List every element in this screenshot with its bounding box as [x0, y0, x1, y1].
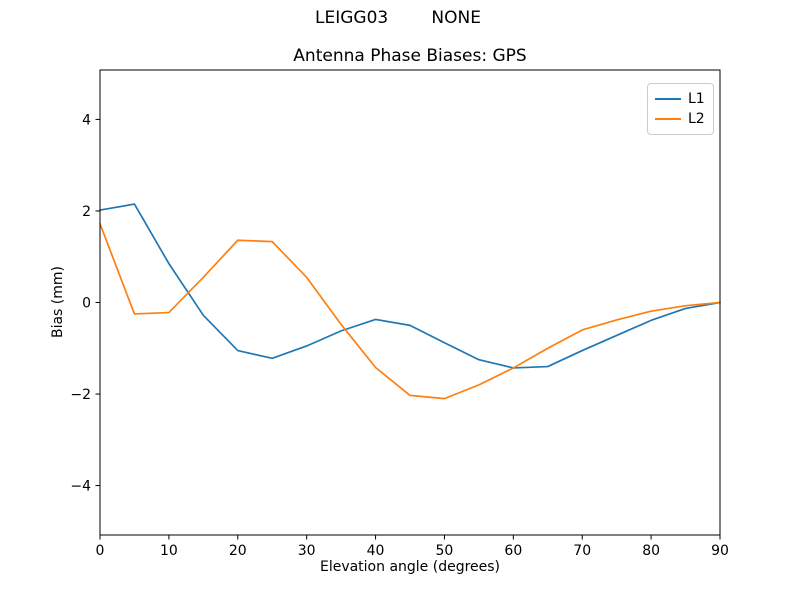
series-line-l2	[99, 222, 721, 400]
legend-label: L1	[688, 91, 705, 107]
x-axis-tick-label: 90	[711, 543, 729, 559]
y-axis-tick-label: 0	[82, 296, 91, 312]
plot-border	[99, 69, 721, 536]
legend-label: L2	[688, 111, 705, 127]
x-axis-tick-label: 80	[642, 543, 660, 559]
x-axis-tick-label: 40	[367, 543, 385, 559]
legend-line-swatch	[655, 98, 681, 100]
series-line-l1	[99, 203, 721, 369]
x-axis-tick-label: 0	[96, 543, 105, 559]
x-axis-label: Elevation angle (degrees)	[319, 559, 501, 575]
y-axis-tick-label: 2	[82, 204, 91, 220]
legend: L1 L2	[647, 83, 714, 135]
x-axis-tick-label: 30	[298, 543, 316, 559]
y-axis-tick-label: 4	[82, 112, 91, 128]
x-axis-tick-label: 60	[504, 543, 522, 559]
x-axis-tick-label: 70	[573, 543, 591, 559]
plot-suptitle: LEIGG03 NONE	[315, 8, 481, 28]
y-axis-tick-label: −4	[70, 479, 91, 495]
y-axis-label: Bias (mm)	[50, 265, 66, 339]
x-axis-tick-label: 50	[436, 543, 454, 559]
legend-line-swatch	[655, 118, 681, 120]
x-axis-tick-label: 20	[229, 543, 247, 559]
legend-entry-l2: L2	[655, 109, 705, 129]
legend-entry-l1: L1	[655, 89, 705, 109]
y-axis-tick-label: −2	[70, 387, 91, 403]
x-axis-tick-label: 10	[160, 543, 178, 559]
plot-title: Antenna Phase Biases: GPS	[293, 46, 527, 66]
